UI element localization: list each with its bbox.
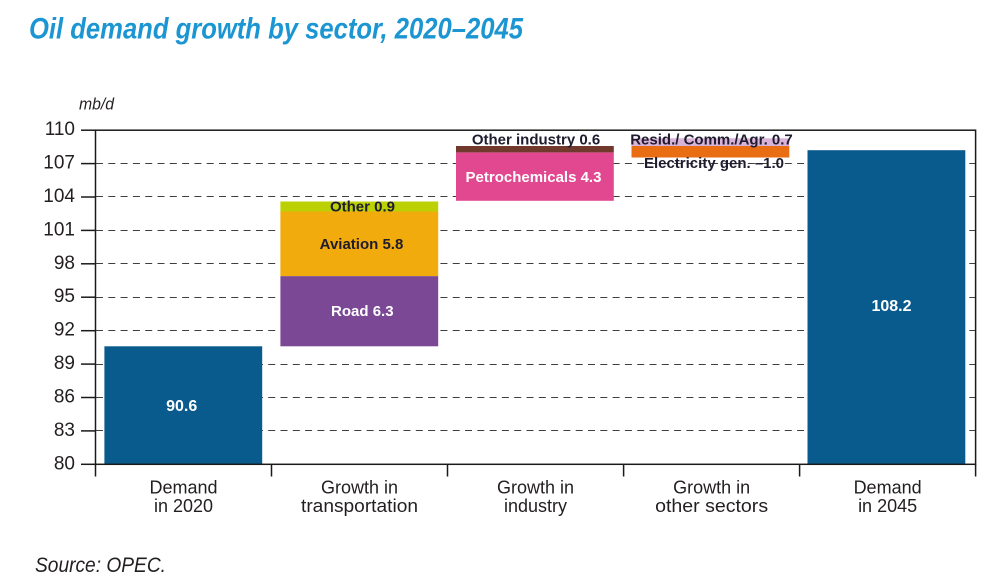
svg-text:Growth in: Growth in <box>321 477 398 497</box>
svg-text:83: 83 <box>54 420 75 441</box>
svg-text:Resid./ Comm./Agr. 0.7: Resid./ Comm./Agr. 0.7 <box>630 131 793 148</box>
svg-text:other sectors: other sectors <box>655 496 768 516</box>
svg-text:in 2045: in 2045 <box>858 496 917 516</box>
svg-text:Other 0.9: Other 0.9 <box>330 199 395 216</box>
svg-text:Source: OPEC.: Source: OPEC. <box>35 553 166 577</box>
svg-text:Road 6.3: Road 6.3 <box>331 303 394 320</box>
svg-text:Growth in: Growth in <box>673 477 750 497</box>
svg-text:110: 110 <box>45 119 75 140</box>
svg-text:mb/d: mb/d <box>79 95 115 114</box>
svg-text:104: 104 <box>43 186 75 207</box>
svg-text:Electricity gen. –1.0: Electricity gen. –1.0 <box>644 155 784 172</box>
svg-text:transportation: transportation <box>301 496 418 516</box>
svg-text:108.2: 108.2 <box>871 298 911 315</box>
svg-text:98: 98 <box>54 253 75 274</box>
svg-text:Demand: Demand <box>149 477 217 497</box>
svg-text:92: 92 <box>54 320 75 341</box>
svg-text:86: 86 <box>54 387 75 408</box>
svg-text:Aviation 5.8: Aviation 5.8 <box>320 236 404 253</box>
svg-text:Oil demand growth by sector, 2: Oil demand growth by sector, 2020–2045 <box>29 13 524 46</box>
svg-text:Other industry 0.6: Other industry 0.6 <box>472 131 600 148</box>
svg-text:industry: industry <box>504 496 567 516</box>
svg-text:95: 95 <box>54 286 75 307</box>
svg-text:107: 107 <box>43 153 75 174</box>
svg-text:90.6: 90.6 <box>166 398 197 415</box>
svg-text:Growth in: Growth in <box>497 477 574 497</box>
svg-text:in 2020: in 2020 <box>154 496 213 516</box>
svg-text:Demand: Demand <box>854 477 922 497</box>
svg-text:80: 80 <box>54 453 75 474</box>
svg-text:89: 89 <box>54 353 75 374</box>
svg-text:Petrochemicals 4.3: Petrochemicals 4.3 <box>466 169 602 186</box>
svg-text:101: 101 <box>43 219 75 240</box>
